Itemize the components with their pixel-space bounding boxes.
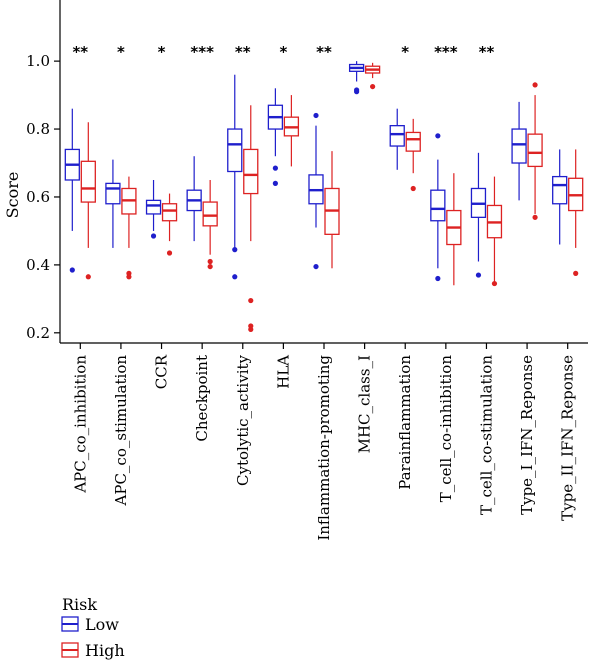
box-low-7-outlier (354, 89, 360, 95)
box-low-2-outlier (150, 233, 157, 239)
legend: Risk Low High (61, 595, 125, 660)
x-tick-label: Inflammation-promoting (315, 355, 333, 541)
box-low-8-iqr (389, 125, 405, 147)
legend-label-high: High (85, 641, 125, 660)
y-tick-label: 0.6 (26, 188, 50, 206)
box-low-10-outlier (475, 272, 482, 278)
box-low-9-outlier (435, 275, 441, 282)
significance-label: *** (190, 43, 214, 61)
y-axis-label: Score (3, 172, 22, 219)
box-low-1-iqr (105, 182, 121, 205)
y-tick-label: 0.8 (26, 120, 50, 138)
x-tick-label: Parainflammation (396, 355, 414, 490)
x-tick-label: APC_co_stimulation (112, 355, 130, 507)
x-tick-label: MHC_class_I (356, 355, 374, 453)
box-low-6-outlier (313, 112, 319, 119)
box-low-0-outlier (69, 267, 75, 273)
box-high-11-iqr (527, 133, 543, 168)
significance-label: ** (235, 43, 251, 61)
box-high-8-outlier (410, 185, 416, 192)
box-high-0-iqr (80, 160, 96, 203)
box-high-1-outlier (126, 274, 132, 280)
box-low-4-iqr (227, 128, 243, 173)
box-high-11-outlier (532, 214, 538, 220)
box-high-12-outlier (573, 270, 579, 276)
x-tick-label: Type_I_IFN_Reponse (518, 355, 536, 515)
box-high-3-outlier (207, 258, 213, 265)
significance-label: * (117, 43, 125, 61)
x-tick-label: Cytolytic_activity (234, 354, 252, 485)
x-tick-label: APC_co_inhibition (71, 355, 89, 494)
significance-label: * (401, 43, 409, 61)
y-tick-label: 1.0 (26, 52, 50, 70)
box-high-8-iqr (405, 131, 421, 152)
box-low-5-outlier (272, 180, 278, 186)
box-low-12-iqr (552, 175, 568, 205)
legend-item-high: High (61, 641, 125, 660)
x-tick-label: CCR (153, 354, 171, 389)
box-low-4-outlier (232, 274, 238, 280)
x-tick-label: T_cell_co-inhibition (437, 355, 455, 503)
legend-label-low: Low (85, 615, 119, 634)
x-tick-label: T_cell_co-stimulation (477, 355, 495, 515)
box-high-4-outlier (248, 297, 254, 304)
box-high-10-outlier (491, 280, 498, 287)
y-tick-label: 0.4 (26, 256, 50, 274)
significance-label: * (158, 43, 166, 61)
x-tick-label: Type_II_IFN_Reponse (559, 355, 577, 521)
box-low-9-iqr (430, 189, 446, 222)
box-high-4-outlier (248, 326, 254, 333)
y-tick-label: 0.2 (26, 324, 50, 342)
x-tick-label: Checkpoint (193, 355, 211, 442)
box-high-2-outlier (166, 250, 173, 256)
box-high-7-outlier (370, 83, 376, 90)
box-low-4-outlier (232, 247, 238, 253)
box-high-11-outlier (532, 82, 538, 88)
box-low-9-outlier (435, 133, 441, 139)
plot-area: 0.20.40.60.81.0**APC_co_inhibition*APC_c… (26, 0, 588, 541)
box-high-3-iqr (202, 201, 218, 227)
box-low-2-iqr (145, 199, 162, 215)
significance-label: * (279, 43, 287, 61)
box-high-0-outlier (85, 274, 91, 280)
x-tick-label: HLA (274, 355, 292, 389)
significance-label: ** (72, 43, 88, 61)
significance-label: ** (316, 43, 332, 61)
legend-item-low: Low (61, 615, 119, 634)
box-low-11-iqr (511, 128, 527, 164)
box-high-2-iqr (161, 203, 178, 222)
significance-label: ** (479, 43, 495, 61)
legend-title: Risk (62, 595, 97, 614)
box-high-4-iqr (243, 148, 259, 195)
box-low-6-outlier (313, 263, 319, 270)
significance-label: *** (434, 43, 458, 61)
box-low-5-outlier (272, 165, 278, 171)
box-high-3-outlier (207, 263, 213, 270)
